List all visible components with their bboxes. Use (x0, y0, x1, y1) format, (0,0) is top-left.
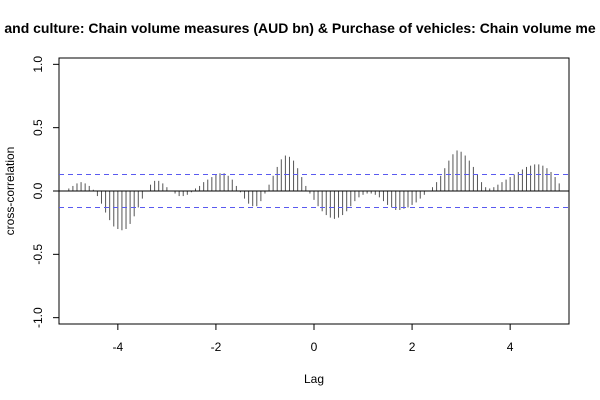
y-tick-label: 1.0 (31, 56, 45, 73)
y-axis: -1.0 -0.5 0.0 0.5 1.0 (31, 56, 60, 328)
y-tick-label: 0.0 (31, 182, 45, 199)
y-tick-label: -0.5 (31, 244, 45, 265)
y-tick-label: -1.0 (31, 307, 45, 328)
y-tick-label: 0.5 (31, 119, 45, 136)
chart-title: and culture: Chain volume measures (AUD … (4, 20, 595, 36)
bar-series (68, 150, 560, 231)
x-tick-label: 2 (409, 340, 416, 354)
reference-lines (59, 174, 569, 208)
x-tick-label: -2 (211, 340, 222, 354)
x-tick-label: -4 (113, 340, 124, 354)
x-axis: -4 -2 0 2 4 (113, 323, 514, 354)
y-axis-label: cross-correlation (3, 147, 17, 236)
x-axis-label: Lag (304, 372, 324, 386)
x-tick-label: 0 (311, 340, 318, 354)
x-tick-label: 4 (507, 340, 514, 354)
